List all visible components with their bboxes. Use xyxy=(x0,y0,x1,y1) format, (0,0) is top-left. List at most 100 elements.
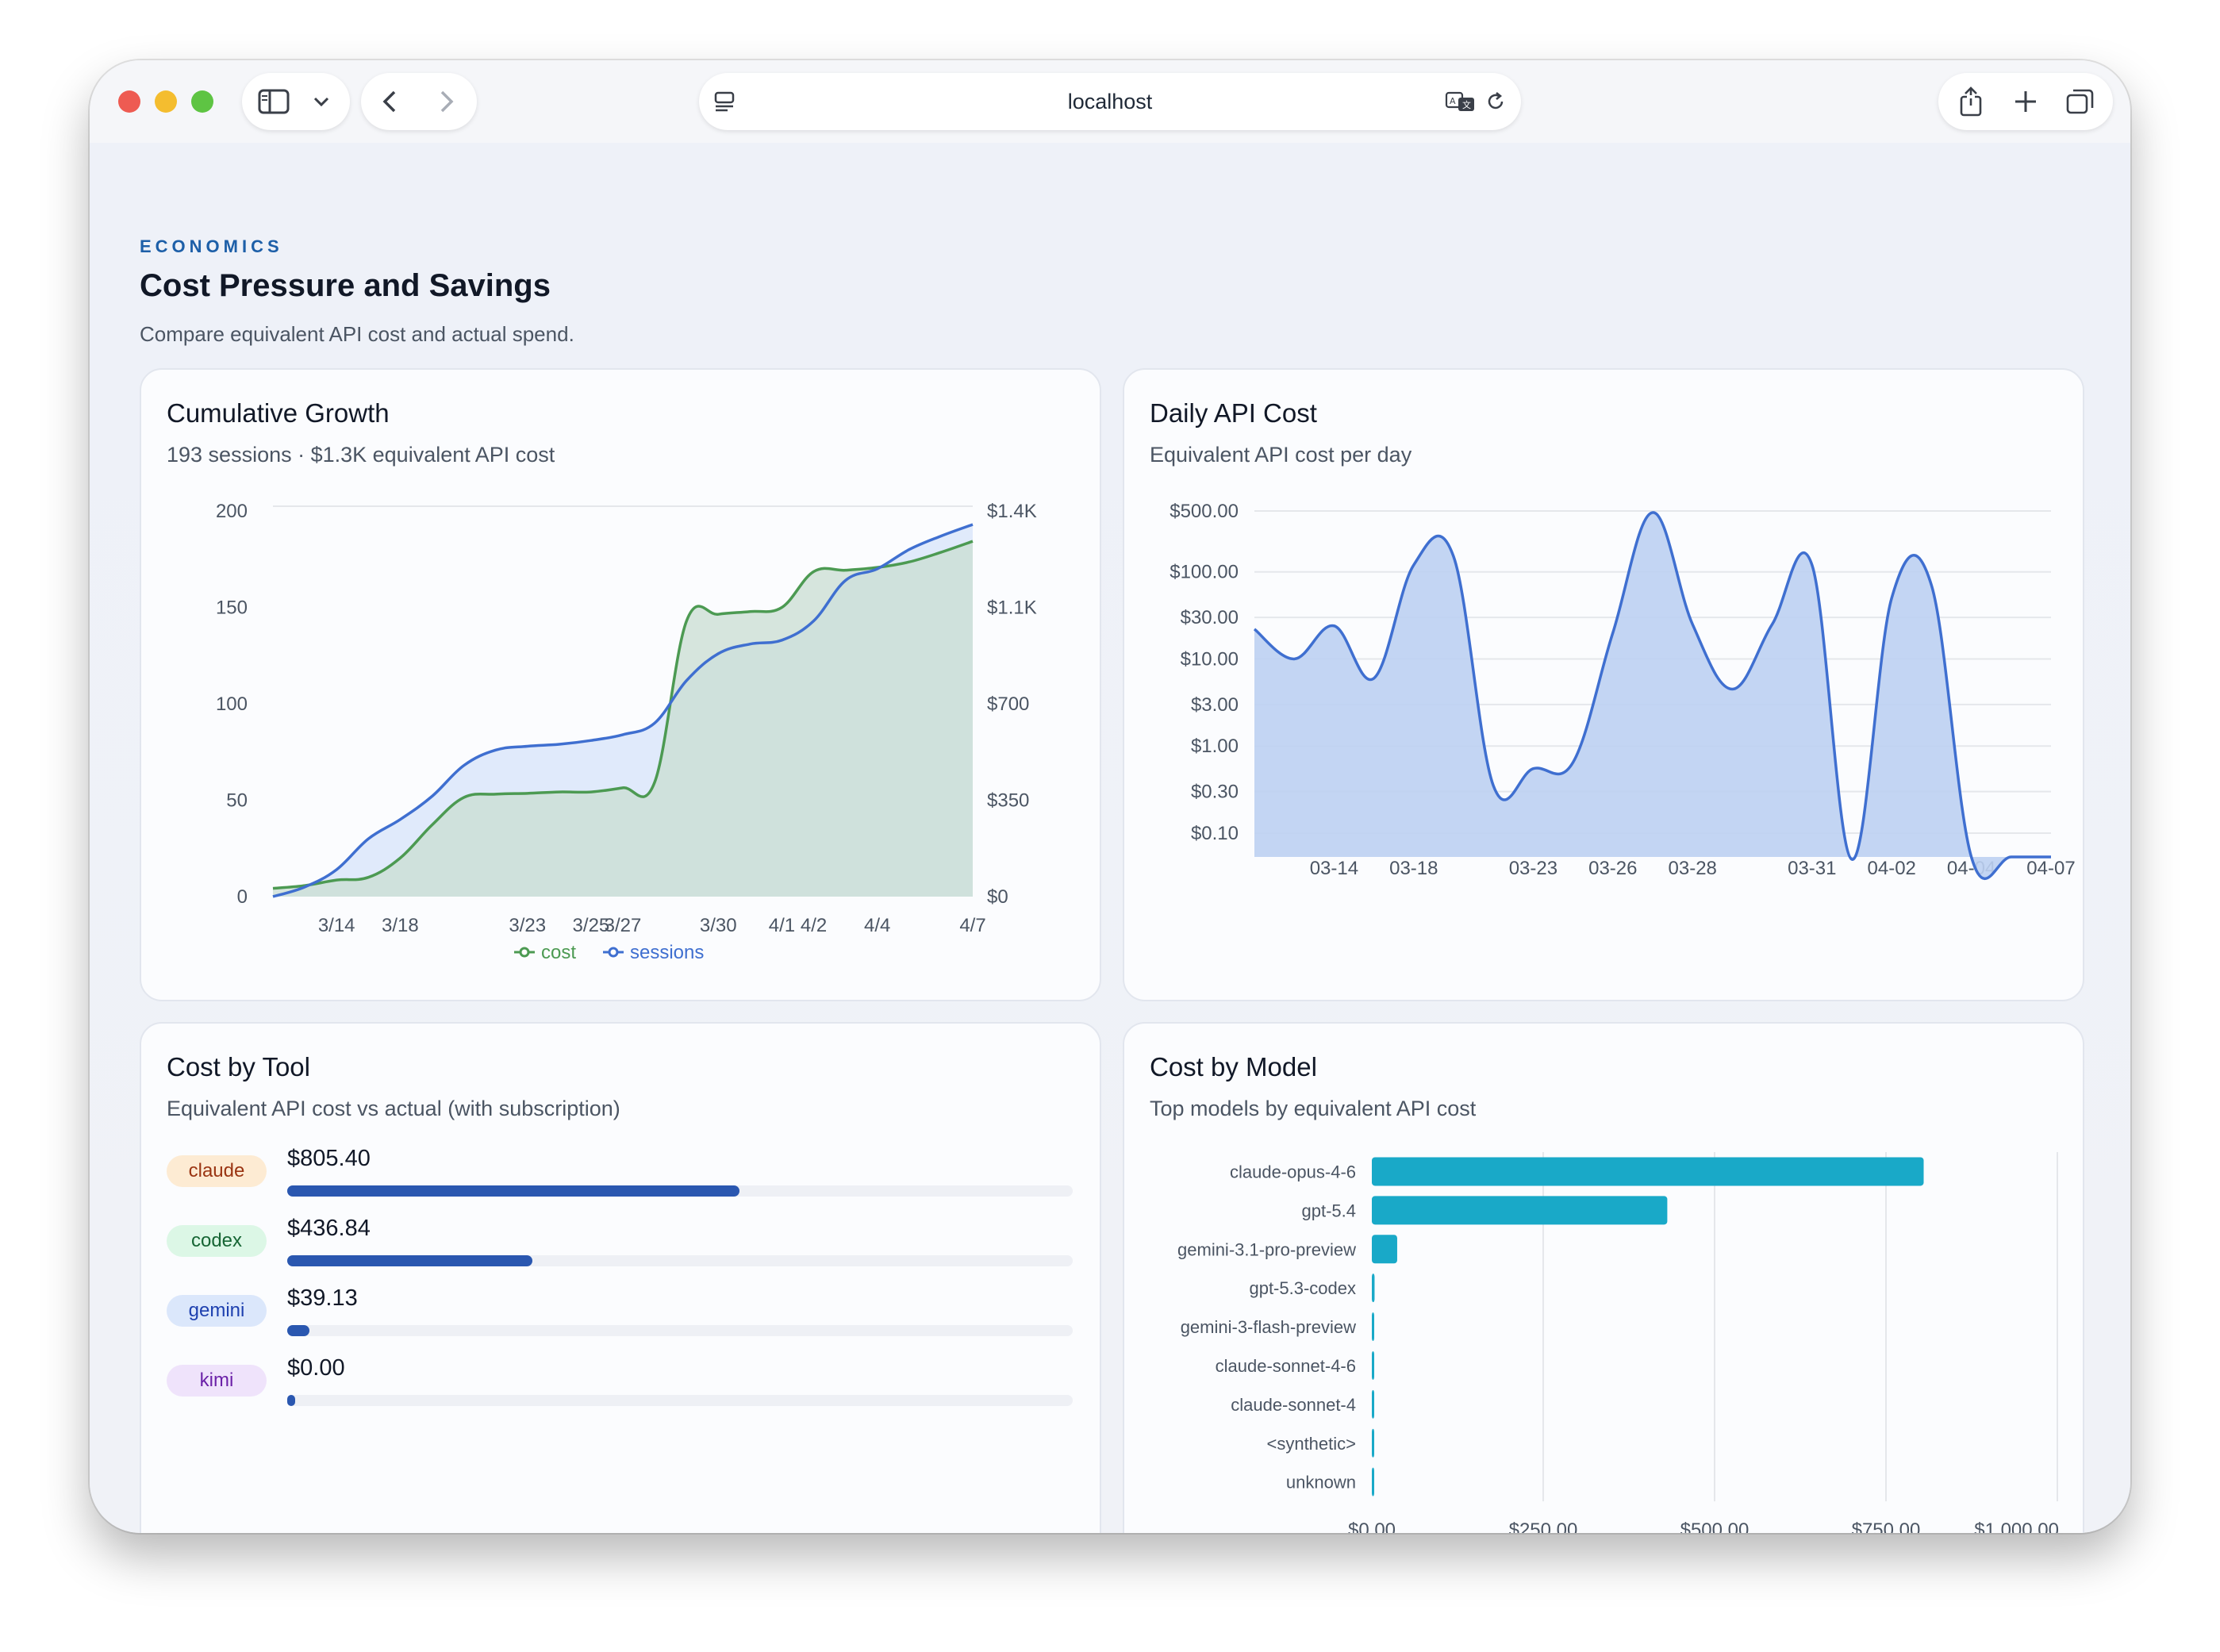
chevron-down-icon[interactable] xyxy=(312,95,331,108)
model-cost-bar xyxy=(1372,1467,1374,1496)
x-axis-tick-label: 04-07 xyxy=(2026,858,2075,879)
tool-cost-bar-track xyxy=(287,1255,1073,1266)
page-title: Cost Pressure and Savings xyxy=(140,268,551,303)
card-title: Cost by Tool xyxy=(167,1052,310,1081)
cost-by-tool-card: Cost by Tool Equivalent API cost vs actu… xyxy=(140,1022,1101,1533)
right-axis-tick-label: $1.1K xyxy=(987,597,1037,619)
legend-label: sessions xyxy=(630,942,704,963)
model-label: claude-sonnet-4-6 xyxy=(1216,1356,1356,1376)
model-label: gemini-3-flash-preview xyxy=(1181,1317,1356,1337)
svg-text:文: 文 xyxy=(1462,99,1471,110)
cost-area xyxy=(273,541,973,897)
sessions-series-line xyxy=(272,523,974,898)
tool-cost-bar xyxy=(287,1255,532,1266)
sidebar-icon[interactable] xyxy=(258,89,290,114)
tool-cost-bar-track xyxy=(287,1325,1073,1336)
tab-overview-icon[interactable] xyxy=(2065,87,2095,116)
tool-cost-bar xyxy=(287,1185,739,1197)
x-axis-tick-label: 03-28 xyxy=(1669,858,1717,879)
cost-series-line xyxy=(272,540,974,890)
model-label: gpt-5.4 xyxy=(1302,1201,1357,1220)
x-axis-tick-label: 3/18 xyxy=(382,915,419,936)
tool-badge: gemini xyxy=(167,1295,267,1327)
close-window-button[interactable] xyxy=(118,90,140,113)
x-axis-tick-label: $1,000.00 xyxy=(1974,1519,2059,1533)
model-cost-bar xyxy=(1372,1235,1397,1264)
card-subtitle: 193 sessions · $1.3K equivalent API cost xyxy=(167,443,555,467)
url-text: localhost xyxy=(1067,90,1153,113)
cost-by-model-card: Cost by Model Top models by equivalent A… xyxy=(1123,1022,2084,1533)
model-label: claude-opus-4-6 xyxy=(1230,1162,1356,1181)
page-subtitle: Compare equivalent API cost and actual s… xyxy=(140,322,574,346)
tool-cost-bar-track xyxy=(287,1395,1073,1406)
card-subtitle: Equivalent API cost vs actual (with subs… xyxy=(167,1097,620,1120)
left-axis-tick-label: 50 xyxy=(226,790,248,812)
chart-legend: cost sessions xyxy=(514,942,704,963)
tool-cost-bar xyxy=(287,1395,295,1406)
model-cost-bar xyxy=(1372,1389,1374,1419)
right-axis-tick-label: $0 xyxy=(987,886,1008,908)
x-axis-tick-label: 3/14 xyxy=(318,915,355,936)
minimize-window-button[interactable] xyxy=(155,90,177,113)
cost-by-model-chart[interactable]: $0.00 $250.00 $500.00 $750.00 $1,000.00 claud… xyxy=(1124,1024,2083,1533)
window-actions-group xyxy=(1938,73,2113,130)
model-cost-bar xyxy=(1372,1350,1374,1380)
cumulative-growth-chart[interactable]: 0 50 100 150 200 $0 $350 $700 $1.1K $1.4K 3/14 3/18… xyxy=(141,370,1100,1000)
model-cost-bar xyxy=(1372,1157,1924,1186)
daily-api-cost-card: Daily API Cost Equivalent API cost per d… xyxy=(1123,368,2084,1001)
right-axis-tick-label: $350 xyxy=(987,790,1029,812)
back-button[interactable] xyxy=(382,89,398,114)
tool-cost-bar xyxy=(287,1325,309,1336)
forward-button[interactable] xyxy=(439,89,455,114)
model-label: claude-sonnet-4 xyxy=(1231,1395,1356,1415)
zoom-window-button[interactable] xyxy=(191,90,213,113)
x-axis-tick-label: 4/2 xyxy=(801,915,827,936)
tool-row-claude: claude $805.40 xyxy=(167,1146,1073,1201)
sidebar-toggle-group xyxy=(242,73,350,130)
svg-text:A: A xyxy=(1450,96,1456,106)
y-axis-tick-label: $30.00 xyxy=(1181,607,1239,628)
left-axis-tick-label: 200 xyxy=(216,501,248,522)
model-cost-bar xyxy=(1372,1196,1668,1225)
y-axis-tick-label: $10.00 xyxy=(1181,648,1239,670)
model-label: gemini-3.1-pro-preview xyxy=(1177,1239,1356,1259)
x-axis-tick-label: $250.00 xyxy=(1509,1519,1578,1533)
tool-cost-bar-track xyxy=(287,1185,1073,1197)
card-subtitle: Equivalent API cost per day xyxy=(1150,443,1412,467)
x-axis-tick-label: 03-18 xyxy=(1389,858,1438,879)
x-axis-tick-label: 3/27 xyxy=(605,915,642,936)
x-axis-tick-label: 03-31 xyxy=(1788,858,1836,879)
model-label: <synthetic> xyxy=(1266,1434,1356,1454)
model-cost-bar xyxy=(1372,1312,1374,1342)
legend-swatch-marker xyxy=(608,947,619,958)
page-content: ECONOMICS Cost Pressure and Savings Comp… xyxy=(90,143,2130,1533)
tool-cost-amount: $805.40 xyxy=(287,1146,371,1171)
card-title: Cost by Model xyxy=(1150,1052,1317,1081)
left-axis-tick-label: 100 xyxy=(216,693,248,715)
legend-swatch-marker xyxy=(519,947,530,958)
daily-api-cost-chart[interactable]: $0.10 $0.30 $1.00 $3.00 $10.00 $30.00 $100.00 $… xyxy=(1124,370,2083,1000)
new-tab-icon[interactable] xyxy=(2013,89,2038,114)
history-nav-group xyxy=(361,73,477,130)
reload-icon[interactable] xyxy=(1484,90,1507,113)
tool-row-codex: codex $436.84 xyxy=(167,1216,1073,1271)
y-axis-tick-label: $500.00 xyxy=(1170,501,1239,522)
right-axis-tick-label: $700 xyxy=(987,693,1029,715)
section-eyebrow: ECONOMICS xyxy=(140,236,283,256)
cumulative-growth-card: Cumulative Growth 193 sessions · $1.3K e… xyxy=(140,368,1101,1001)
x-axis-tick-label: 03-14 xyxy=(1310,858,1358,879)
x-axis-tick-label: $0.00 xyxy=(1348,1519,1396,1533)
tool-badge: kimi xyxy=(167,1365,267,1397)
page-menu-icon[interactable] xyxy=(713,90,736,113)
x-axis-tick-label: $500.00 xyxy=(1680,1519,1749,1533)
model-cost-bar xyxy=(1372,1428,1374,1458)
share-icon[interactable] xyxy=(1957,86,1984,117)
tool-row-gemini: gemini $39.13 xyxy=(167,1285,1073,1341)
card-title: Daily API Cost xyxy=(1150,398,1317,428)
tool-badge: codex xyxy=(167,1225,267,1257)
tool-badge: claude xyxy=(167,1155,267,1187)
legend-label: cost xyxy=(541,942,576,963)
